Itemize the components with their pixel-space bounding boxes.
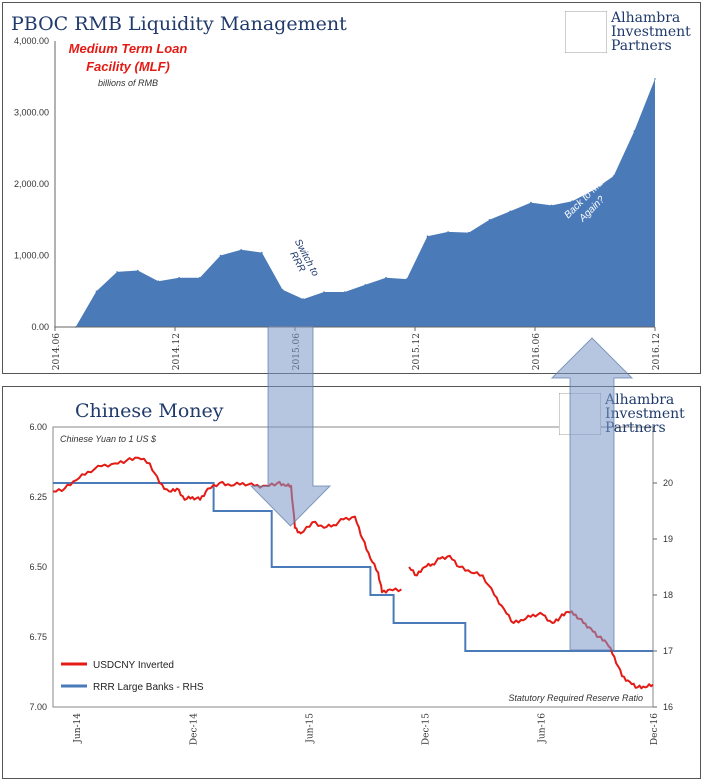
y-left-tick-label: 6.00	[29, 422, 47, 432]
brand-logo-bottom: Alhambra Investment Partners	[559, 393, 699, 439]
y-tick-label: 0.00	[31, 322, 49, 332]
mlf-point	[364, 284, 367, 286]
y-left-tick-label: 7.00	[29, 702, 47, 712]
mlf-chart-panel: PBOC RMB Liquidity Management Medium Term…	[2, 2, 701, 374]
mlf-point	[157, 280, 160, 283]
mlf-point	[281, 289, 284, 291]
mlf-point	[323, 291, 325, 293]
chart-subtitle: Chinese Yuan to 1 US $	[60, 434, 157, 444]
units-label: billions of RMB	[98, 78, 158, 88]
usdcny-line	[408, 554, 654, 690]
mlf-area	[55, 78, 655, 328]
brand-line1: Alhambra	[605, 392, 675, 408]
y-tick-label: 1,000.00	[14, 251, 49, 261]
mlf-point	[530, 201, 532, 204]
mlf-point	[426, 235, 429, 237]
y-tick-label: 3,000.00	[14, 108, 49, 118]
mlf-point	[178, 276, 180, 279]
legend-usdcny-label: USDCNY Inverted	[93, 660, 174, 671]
y-right-tick-label: 18	[663, 590, 673, 600]
x-tick-label: Dec-16	[650, 713, 660, 745]
mlf-point	[199, 276, 201, 279]
x-tick-label: Dec-14	[189, 713, 199, 745]
mlf-point	[343, 291, 346, 293]
brand-line3: Partners	[611, 38, 672, 54]
mlf-point	[612, 175, 615, 177]
rhs-note: Statutory Required Reserve Ratio	[508, 693, 643, 703]
brand-line1: Alhambra	[611, 10, 681, 26]
y-left-tick-label: 6.50	[29, 562, 47, 572]
y-left-tick-label: 6.75	[29, 632, 47, 642]
mlf-point	[261, 251, 263, 254]
legend-rrr-label: RRR Large Banks - RHS	[93, 682, 204, 693]
mlf-point	[654, 78, 656, 80]
y-tick-label: 4,000.00	[14, 36, 49, 46]
x-tick-label: Dec-15	[422, 713, 432, 745]
x-tick-label: 2015.12	[412, 333, 422, 370]
mlf-point	[385, 276, 387, 279]
y-right-tick-label: 20	[663, 478, 673, 488]
series-label-line2: Facility (MLF)	[86, 59, 170, 74]
x-tick-label: 2015.06	[292, 333, 302, 370]
brand-line2: Investment	[605, 406, 685, 422]
x-tick-label: 2014.06	[52, 333, 62, 370]
mlf-point	[571, 200, 573, 202]
plot-frame	[52, 426, 654, 708]
rrr-line	[53, 482, 653, 652]
brand-line3: Partners	[605, 420, 666, 436]
mlf-point	[302, 298, 305, 300]
mlf-point	[633, 130, 636, 132]
x-tick-label: 2014.12	[172, 333, 182, 370]
mlf-point	[219, 254, 222, 257]
mlf-point	[405, 278, 408, 280]
usdcny-line	[52, 456, 402, 594]
mlf-point	[116, 271, 118, 273]
mlf-point	[95, 290, 98, 293]
mlf-point	[509, 210, 512, 212]
x-tick-label: Jun-16	[538, 713, 548, 744]
mlf-point	[137, 269, 139, 272]
brand-logo-top: Alhambra Investment Partners	[565, 11, 700, 57]
x-tick-label: Jun-14	[73, 713, 83, 744]
chart-title: PBOC RMB Liquidity Management	[11, 13, 347, 35]
x-tick-label: 2016.06	[532, 333, 542, 370]
y-tick-label: 2,000.00	[14, 179, 49, 189]
mlf-point	[550, 204, 553, 207]
mlf-chart: PBOC RMB Liquidity Management Medium Term…	[11, 13, 662, 370]
mlf-point	[592, 189, 594, 192]
brand-line2: Investment	[611, 24, 691, 40]
brand-mark-icon	[565, 11, 607, 53]
mlf-point	[488, 219, 491, 221]
y-right-tick-label: 16	[663, 702, 673, 712]
money-chart: Chinese Money Chinese Yuan to 1 US $ Statu…	[29, 400, 673, 745]
brand-mark-icon	[559, 393, 601, 435]
y-right-tick-label: 19	[663, 534, 673, 544]
x-tick-label: 2016.12	[652, 333, 662, 370]
mlf-point	[447, 231, 449, 233]
chart-title: Chinese Money	[75, 400, 224, 422]
y-right-tick-label: 17	[663, 646, 673, 656]
mlf-point	[240, 249, 242, 251]
mlf-point	[468, 231, 470, 234]
series-label-line1: Medium Term Loan	[69, 41, 188, 56]
money-chart-panel: Chinese Money Chinese Yuan to 1 US $ Statu…	[2, 386, 701, 779]
y-left-tick-label: 6.25	[29, 492, 47, 502]
x-tick-label: Jun-15	[305, 713, 315, 744]
